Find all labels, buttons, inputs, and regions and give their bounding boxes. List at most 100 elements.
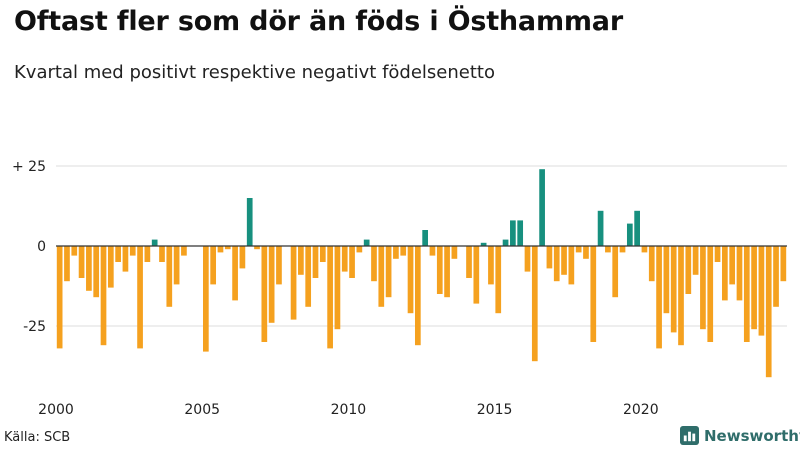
bar-2014-k3 (480, 242, 487, 246)
x-tick-label: 2005 (184, 402, 220, 418)
x-axis-ticks: 2000 2005 2010 2015 2020 (38, 402, 658, 418)
bar-2018-k3 (597, 210, 604, 246)
bar-2014-k1 (466, 246, 472, 278)
bar-2005-k3 (217, 246, 224, 253)
bar-2006-k3 (246, 198, 253, 246)
x-tick-label: 2020 (623, 402, 659, 418)
bar-2005-k2 (210, 246, 217, 285)
bar-2012-k1 (407, 246, 414, 314)
bar-2010-k2 (356, 246, 363, 253)
bar-2024-k1 (758, 246, 765, 336)
brand-name: Newsworthy (704, 426, 800, 445)
bar-2014-k2 (473, 246, 480, 304)
bar-2010-k3 (363, 239, 370, 246)
bar-2013-k1 (436, 246, 443, 294)
bar-2007-k3 (276, 246, 282, 285)
bar-2001-k1 (86, 246, 92, 291)
bar-2020-k4 (663, 246, 670, 314)
bar-2018-k4 (605, 246, 611, 253)
bar-2009-k3 (334, 246, 341, 330)
bar-2018-k1 (583, 246, 589, 259)
bar-2022-k2 (707, 246, 714, 342)
bar-2004-k2 (181, 246, 187, 256)
bar-2015-k3 (510, 220, 516, 246)
x-tick-label: 2000 (38, 402, 74, 418)
bar-2011-k3 (393, 246, 399, 259)
bar-2015-k4 (517, 220, 524, 246)
bar-2008-k1 (290, 246, 297, 320)
bar-2020-k2 (648, 246, 655, 282)
bar-2012-k2 (414, 246, 421, 346)
bar-2023-k2 (736, 246, 743, 301)
bar-2006-k4 (254, 246, 260, 250)
bar-2008-k2 (298, 246, 304, 275)
bar-2001-k4 (107, 246, 114, 288)
bar-chart-icon (680, 426, 699, 445)
bar-2006-k2 (239, 246, 246, 269)
bar-2024-k4 (780, 246, 787, 282)
bar-2011-k1 (378, 246, 385, 307)
bar-2016-k3 (539, 169, 545, 246)
bar-2011-k2 (385, 246, 392, 298)
grid-lines (56, 165, 787, 327)
bar-2000-k1 (56, 246, 63, 349)
bar-2021-k4 (692, 246, 699, 275)
bar-2003-k3 (159, 246, 165, 262)
bar-2024-k2 (765, 246, 772, 378)
bar-2021-k3 (685, 246, 692, 294)
bar-2017-k2 (561, 246, 567, 275)
bar-2000-k2 (64, 246, 70, 282)
bar-2017-k4 (575, 246, 582, 253)
bar-2002-k1 (115, 246, 121, 262)
bars (56, 169, 787, 378)
bar-2012-k4 (429, 246, 436, 256)
bar-2023-k3 (743, 246, 750, 342)
bar-2007-k2 (268, 246, 275, 323)
y-tick-label: 0 (37, 239, 46, 255)
bar-2015-k1 (495, 246, 502, 314)
bar-2005-k4 (224, 246, 231, 250)
bar-2017-k1 (553, 246, 560, 282)
bar-2022-k4 (722, 246, 728, 301)
bar-2020-k1 (641, 246, 648, 253)
bar-2019-k1 (612, 246, 619, 298)
bar-2016-k1 (524, 246, 531, 272)
bar-2016-k2 (531, 246, 538, 362)
bar-2017-k3 (568, 246, 575, 285)
bar-2016-k4 (546, 246, 553, 269)
bar-2003-k1 (144, 246, 151, 262)
bar-2009-k4 (341, 246, 348, 272)
bar-2008-k4 (312, 246, 319, 278)
bar-2005-k1 (203, 246, 209, 352)
bar-2009-k2 (327, 246, 333, 349)
bar-2023-k4 (751, 246, 757, 330)
bar-2011-k4 (400, 246, 407, 256)
bar-2022-k1 (700, 246, 706, 330)
bar-2000-k3 (71, 246, 78, 256)
chart-subtitle: Kvartal med positivt respektive negativt… (14, 62, 495, 83)
bar-2021-k2 (678, 246, 684, 346)
y-axis-ticks: + 25 0 -25 (12, 159, 46, 335)
bar-2018-k2 (590, 246, 597, 342)
bar-2010-k1 (349, 246, 355, 278)
bar-2007-k1 (261, 246, 268, 342)
bar-2002-k4 (137, 246, 143, 349)
bar-2014-k4 (488, 246, 494, 285)
bar-2003-k2 (151, 239, 158, 246)
bar-2019-k2 (619, 246, 626, 253)
bar-2022-k3 (714, 246, 721, 262)
bar-2012-k3 (422, 230, 428, 246)
bar-2001-k3 (100, 246, 107, 346)
source-note: Källa: SCB (4, 430, 71, 445)
bar-2002-k2 (122, 246, 129, 272)
bar-2006-k1 (232, 246, 238, 301)
bar-2024-k3 (773, 246, 779, 307)
bar-2021-k1 (670, 246, 677, 333)
chart-title: Oftast fler som dör än föds i Östhammar (14, 6, 623, 37)
newsworthy-logo: Newsworthy (680, 426, 800, 445)
bar-2008-k3 (305, 246, 312, 307)
y-tick-label: -25 (23, 319, 46, 335)
bar-2019-k4 (634, 210, 640, 246)
y-tick-label: + 25 (12, 159, 46, 175)
